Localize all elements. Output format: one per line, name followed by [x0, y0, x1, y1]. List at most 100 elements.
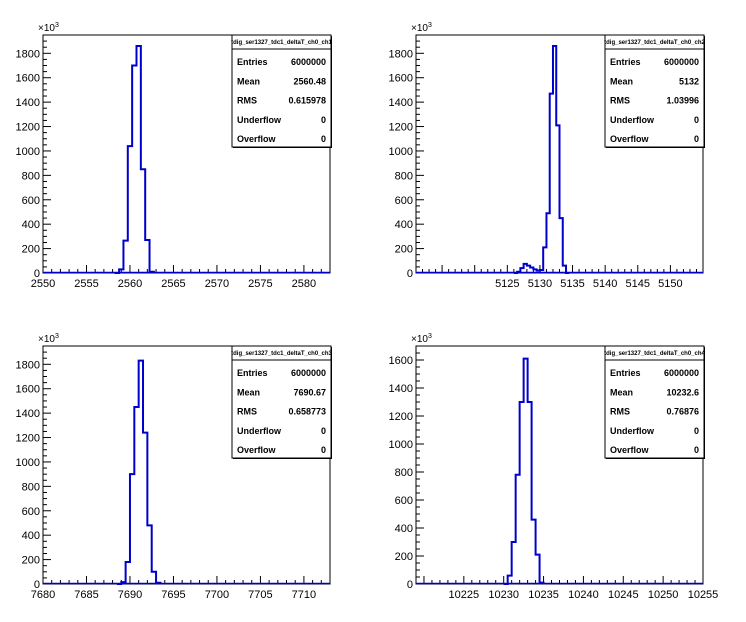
- histogram-pad-ch4: 0 200 400 600 800 1000 1200 1400 1600 10225 10230 1…: [373, 311, 746, 622]
- x-tick-label: 2575: [248, 278, 272, 290]
- x-tick-label: 7690: [118, 589, 142, 601]
- histogram-ch2: 0 200 400 600 800 1000 1200 1400 1600 1800 5125 513…: [389, 22, 706, 290]
- stats-value: 5132: [679, 76, 699, 86]
- y-tick-label: 1000: [16, 457, 40, 469]
- y-tick-label: 1600: [16, 384, 40, 396]
- stats-value: 0: [694, 426, 699, 436]
- stats-label: Mean: [237, 387, 260, 397]
- y-exponent-base: ×10: [411, 23, 428, 34]
- y-tick-label: 0: [407, 579, 413, 591]
- y-tick-label: 800: [395, 170, 413, 182]
- stats-box-frame: [231, 345, 332, 459]
- x-tick-label: 5130: [528, 278, 552, 290]
- x-tick-label: 2570: [205, 278, 229, 290]
- x-tick-label: 2560: [118, 278, 142, 290]
- x-tick-label: 10235: [528, 589, 559, 601]
- stats-value: 1.03996: [666, 96, 699, 106]
- x-tick-label: 10225: [449, 589, 480, 601]
- x-tick-label: 7685: [74, 589, 98, 601]
- histogram-pad-ch3: 0 200 400 600 800 1000 1200 1400 1600 1800 7680 768…: [0, 311, 373, 622]
- stats-label: Entries: [610, 368, 641, 378]
- histogram-line: [116, 359, 162, 585]
- x-tick-label: 5145: [626, 278, 650, 290]
- stats-box-title: tdig_ser1327_tdc1_deltaT_ch0_ch2: [604, 40, 705, 46]
- stats-value: 0: [694, 115, 699, 125]
- y-tick-label: 200: [22, 244, 40, 256]
- y-tick-label: 0: [34, 579, 40, 591]
- histogram-pad-ch1: 0 200 400 600 800 1000 1200 1400 1600 1800 2550 255…: [0, 0, 373, 311]
- x-tick-label: 10230: [488, 589, 519, 601]
- stats-label: Overflow: [610, 445, 650, 455]
- y-exponent-label: ×103: [38, 22, 59, 34]
- histogram-line: [114, 44, 155, 274]
- x-tick-label: 5140: [593, 278, 617, 290]
- y-tick-label: 1600: [16, 73, 40, 85]
- stats-box: tdig_ser1327_tdc1_deltaT_ch0_ch4 Entries 6…: [604, 345, 706, 459]
- stats-label: Mean: [610, 387, 633, 397]
- y-exponent-power: 3: [428, 333, 432, 340]
- stats-label: Underflow: [610, 115, 655, 125]
- stats-box: tdig_ser1327_tdc1_deltaT_ch0_ch1 Entries 6…: [231, 34, 333, 148]
- y-tick-label: 1200: [389, 122, 413, 134]
- stats-box-title: tdig_ser1327_tdc1_deltaT_ch0_ch3: [231, 351, 332, 357]
- y-tick-label: 1200: [16, 433, 40, 445]
- stats-value: 0.658773: [288, 407, 326, 417]
- x-tick-label: 7695: [161, 589, 185, 601]
- stats-box-frame: [231, 34, 332, 148]
- y-tick-label: 1200: [389, 411, 413, 423]
- y-tick-label: 0: [407, 268, 413, 280]
- x-tick-label: 10255: [688, 589, 719, 601]
- stats-value: 0: [694, 445, 699, 455]
- y-tick-label: 1600: [389, 355, 413, 367]
- y-exponent-label: ×103: [411, 22, 432, 34]
- stats-value: 0: [321, 134, 326, 144]
- y-tick-label: 1400: [16, 97, 40, 109]
- y-exponent-base: ×10: [38, 334, 55, 345]
- histogram-pad-ch2: 0 200 400 600 800 1000 1200 1400 1600 1800 5125 513…: [373, 0, 746, 311]
- y-exponent-power: 3: [428, 22, 432, 29]
- y-tick-label: 400: [22, 219, 40, 231]
- stats-box-frame: [604, 34, 705, 148]
- stats-value: 6000000: [291, 57, 326, 67]
- y-tick-label: 1400: [389, 97, 413, 109]
- stats-label: Underflow: [610, 426, 655, 436]
- stats-label: RMS: [610, 407, 630, 417]
- stats-box: tdig_ser1327_tdc1_deltaT_ch0_ch2 Entries 6…: [604, 34, 706, 148]
- stats-label: Overflow: [237, 445, 277, 455]
- y-exponent-base: ×10: [411, 334, 428, 345]
- stats-value: 0.76876: [666, 407, 699, 417]
- y-tick-label: 1800: [16, 359, 40, 371]
- histogram-ch3: 0 200 400 600 800 1000 1200 1400 1600 1800 7680 768…: [16, 333, 333, 601]
- stats-value: 6000000: [664, 57, 699, 67]
- y-tick-label: 400: [395, 523, 413, 535]
- stats-label: Underflow: [237, 115, 282, 125]
- stats-box-frame: [604, 345, 705, 459]
- y-exponent-label: ×103: [411, 333, 432, 345]
- y-tick-label: 800: [22, 481, 40, 493]
- x-tick-label: 5125: [495, 278, 519, 290]
- histogram-ch4: 0 200 400 600 800 1000 1200 1400 1600 10225 10230 1…: [389, 333, 719, 601]
- y-exponent-label: ×103: [38, 333, 59, 345]
- y-exponent-base: ×10: [38, 23, 55, 34]
- y-tick-label: 600: [395, 195, 413, 207]
- x-tick-label: 10245: [608, 589, 639, 601]
- histogram-line: [503, 357, 545, 585]
- y-tick-label: 400: [22, 530, 40, 542]
- x-tick-label: 5135: [560, 278, 584, 290]
- y-tick-label: 800: [395, 467, 413, 479]
- x-tick-label: 7680: [31, 589, 55, 601]
- stats-value: 7690.67: [293, 387, 326, 397]
- y-tick-label: 800: [22, 170, 40, 182]
- stats-label: Underflow: [237, 426, 282, 436]
- y-tick-label: 1400: [16, 408, 40, 420]
- x-tick-label: 7710: [292, 589, 316, 601]
- stats-label: Overflow: [610, 134, 650, 144]
- y-tick-label: 200: [395, 551, 413, 563]
- y-exponent-power: 3: [55, 333, 59, 340]
- stats-label: RMS: [610, 96, 630, 106]
- stats-box-title: tdig_ser1327_tdc1_deltaT_ch0_ch1: [231, 40, 332, 46]
- stats-label: RMS: [237, 407, 257, 417]
- stats-box: tdig_ser1327_tdc1_deltaT_ch0_ch3 Entries 6…: [231, 345, 333, 459]
- stats-value: 0: [321, 445, 326, 455]
- y-tick-label: 1800: [389, 48, 413, 60]
